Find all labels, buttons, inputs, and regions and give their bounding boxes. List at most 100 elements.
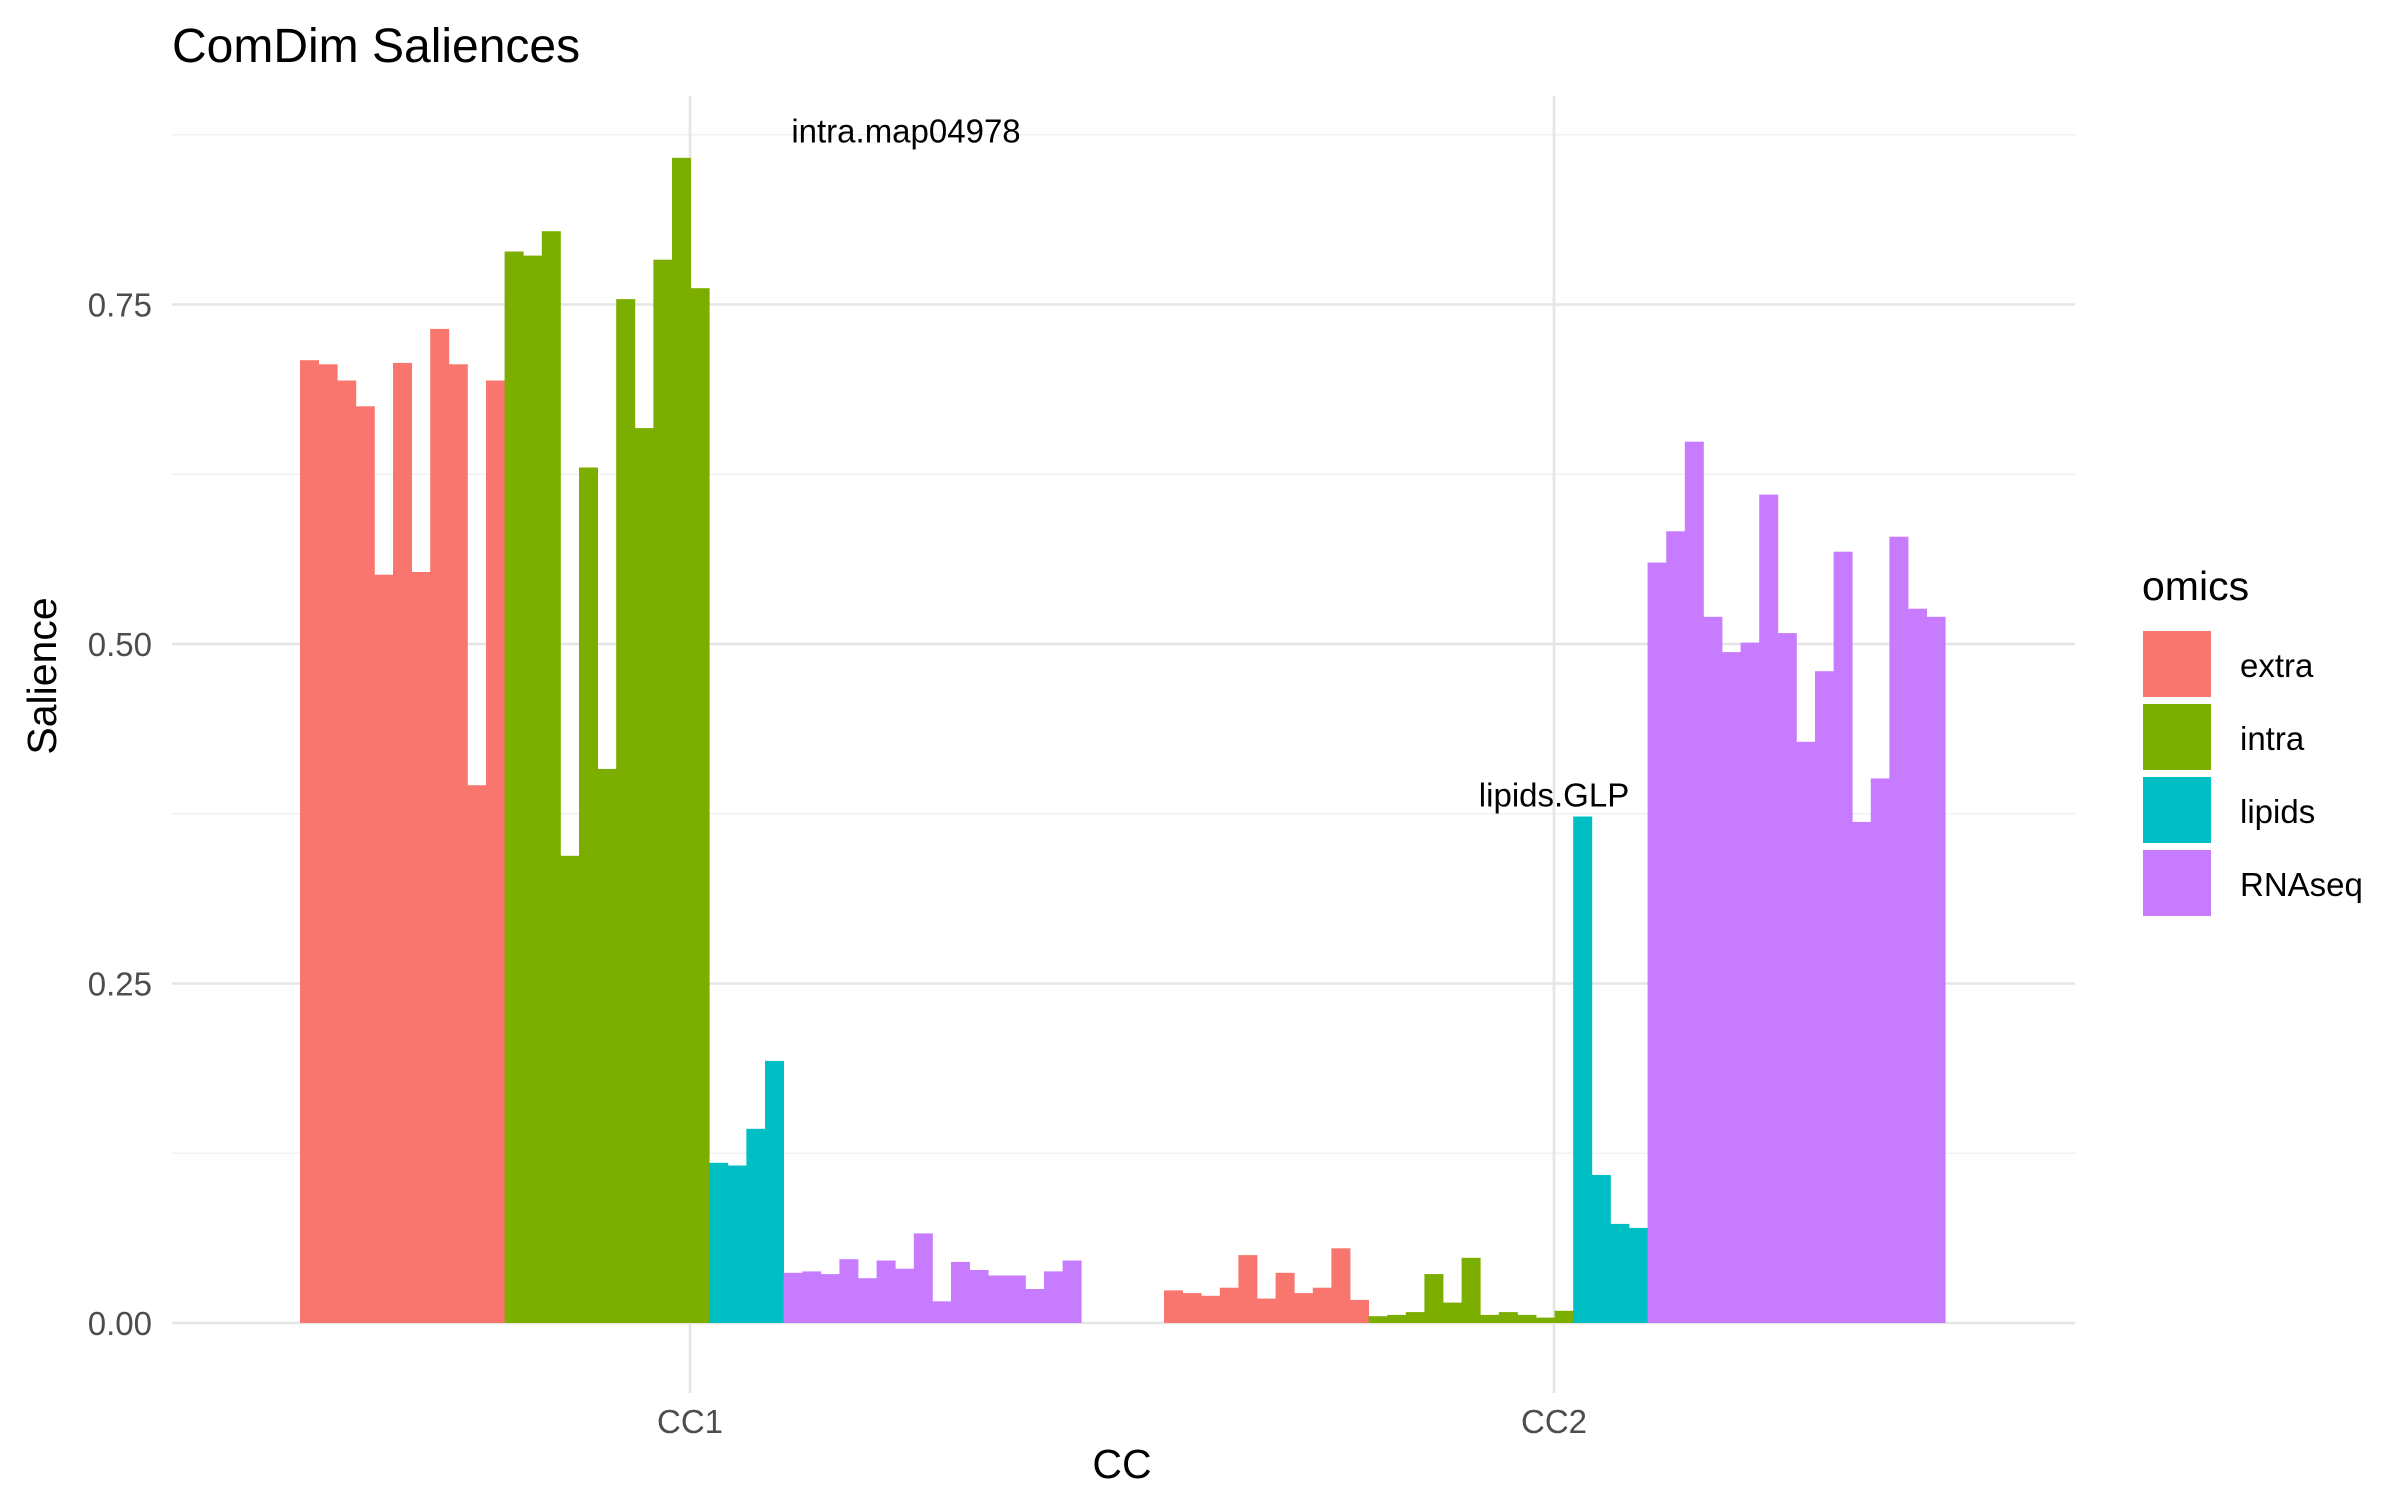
bar-RNAseq-CC2	[1815, 671, 1834, 1323]
bar-lipids-CC2	[1573, 816, 1593, 1323]
x-tick-labels: CC1 CC2	[657, 1403, 1587, 1440]
y-axis-title: Salience	[19, 597, 65, 754]
bar-RNAseq-CC2	[1647, 562, 1667, 1323]
bar-extra-CC1	[355, 406, 375, 1323]
bar-RNAseq-CC1	[876, 1260, 896, 1323]
legend-title: omics	[2142, 563, 2249, 609]
bar-intra-CC1	[579, 467, 598, 1323]
bar-RNAseq-CC2	[1870, 778, 1890, 1323]
bar-RNAseq-CC2	[1777, 633, 1797, 1323]
y-tick-labels: 0.00 0.25 0.50 0.75	[88, 287, 152, 1343]
y-tick-label: 0.25	[88, 966, 152, 1003]
bar-RNAseq-CC2	[1684, 441, 1704, 1323]
bar-extra-CC2	[1182, 1293, 1202, 1323]
legend-label: intra	[2240, 720, 2305, 757]
bar-extra-CC2	[1331, 1248, 1351, 1323]
bar-extra-CC2	[1275, 1272, 1295, 1323]
bar-RNAseq-CC1	[839, 1259, 859, 1323]
bar-RNAseq-CC1	[820, 1274, 840, 1323]
legend: omics extra intra lipids RNAseq	[2142, 563, 2363, 916]
bar-extra-CC1	[318, 364, 338, 1323]
bar-extra-CC2	[1238, 1255, 1258, 1323]
bar-extra-CC2	[1164, 1290, 1183, 1323]
bar-RNAseq-CC2	[1889, 536, 1909, 1323]
bar-intra-CC2	[1536, 1317, 1555, 1323]
bar-RNAseq-CC1	[895, 1268, 915, 1323]
legend-key-intra	[2143, 704, 2211, 770]
bar-RNAseq-CC1	[969, 1270, 989, 1323]
bar-annotation: lipids.GLP	[1479, 777, 1629, 814]
bar-RNAseq-CC1	[858, 1278, 877, 1323]
bar-RNAseq-CC1	[1025, 1289, 1045, 1323]
bar-extra-CC2	[1257, 1298, 1276, 1323]
bar-intra-CC2	[1461, 1257, 1481, 1323]
bar-extra-CC1	[448, 364, 468, 1323]
bar-intra-CC2	[1517, 1314, 1537, 1323]
bar-extra-CC2	[1350, 1299, 1369, 1323]
bar-extra-CC2	[1312, 1287, 1332, 1323]
bar-intra-CC2	[1368, 1316, 1388, 1323]
bar-lipids-CC1	[727, 1165, 747, 1323]
bar-intra-CC1	[672, 157, 691, 1323]
bar-RNAseq-CC2	[1759, 494, 1779, 1324]
bar-RNAseq-CC1	[802, 1271, 822, 1323]
bar-RNAseq-CC1	[988, 1275, 1008, 1323]
bar-annotation: intra.map04978	[791, 113, 1020, 150]
legend-key-extra	[2143, 631, 2211, 697]
bar-RNAseq-CC2	[1703, 616, 1723, 1323]
bar-intra-CC1	[690, 288, 710, 1324]
chart-title: ComDim Saliences	[172, 20, 580, 73]
bar-intra-CC2	[1443, 1302, 1462, 1323]
bar-intra-CC1	[523, 255, 543, 1324]
legend-label: extra	[2240, 647, 2314, 684]
bar-intra-CC1	[541, 231, 561, 1324]
bar-RNAseq-CC2	[1722, 652, 1741, 1323]
bar-RNAseq-CC1	[1044, 1271, 1063, 1323]
bar-intra-CC1	[504, 251, 524, 1323]
annotations: intra.map04978 lipids.GLP	[791, 113, 1629, 814]
bar-intra-CC1	[653, 259, 673, 1324]
bar-RNAseq-CC1	[951, 1261, 970, 1323]
x-tick-label: CC1	[657, 1403, 723, 1440]
bar-extra-CC1	[374, 574, 394, 1323]
bar-intra-CC2	[1405, 1312, 1425, 1323]
bar-RNAseq-CC1	[1062, 1260, 1082, 1323]
bar-intra-CC2	[1498, 1312, 1518, 1323]
bar-RNAseq-CC1	[1006, 1275, 1026, 1323]
bar-extra-CC1	[486, 380, 505, 1323]
bar-extra-CC2	[1219, 1287, 1239, 1323]
bar-RNAseq-CC1	[913, 1233, 933, 1323]
bar-lipids-CC1	[709, 1162, 729, 1323]
bar-extra-CC1	[337, 380, 357, 1323]
legend-key-lipids	[2143, 777, 2211, 843]
bar-intra-CC1	[634, 428, 654, 1324]
bar-intra-CC2	[1480, 1314, 1500, 1323]
bar-lipids-CC2	[1629, 1227, 1648, 1323]
bar-lipids-CC1	[746, 1128, 766, 1323]
bar-intra-CC2	[1554, 1310, 1574, 1323]
bar-RNAseq-CC2	[1666, 531, 1686, 1323]
bar-intra-CC1	[597, 768, 617, 1323]
bar-RNAseq-CC2	[1740, 642, 1760, 1323]
bar-extra-CC1	[467, 785, 487, 1323]
bar-extra-CC2	[1294, 1293, 1314, 1323]
x-axis-title: CC	[1092, 1441, 1151, 1487]
bar-lipids-CC1	[765, 1060, 784, 1323]
legend-label: lipids	[2240, 793, 2315, 830]
bar-lipids-CC2	[1591, 1175, 1611, 1323]
bar-extra-CC1	[430, 328, 450, 1323]
bar-extra-CC2	[1201, 1295, 1221, 1323]
bar-extra-CC1	[393, 362, 412, 1323]
bar-RNAseq-CC1	[932, 1301, 952, 1323]
bar-RNAseq-CC2	[1796, 741, 1816, 1323]
y-tick-label: 0.75	[88, 287, 152, 324]
bar-RNAseq-CC1	[783, 1272, 803, 1323]
bar-intra-CC1	[616, 299, 636, 1324]
y-tick-label: 0.00	[88, 1305, 152, 1342]
y-tick-label: 0.50	[88, 626, 152, 663]
bar-RNAseq-CC2	[1833, 551, 1853, 1323]
bar-RNAseq-CC2	[1852, 821, 1872, 1323]
x-tick-label: CC2	[1521, 1403, 1587, 1440]
bar-lipids-CC2	[1610, 1223, 1630, 1323]
